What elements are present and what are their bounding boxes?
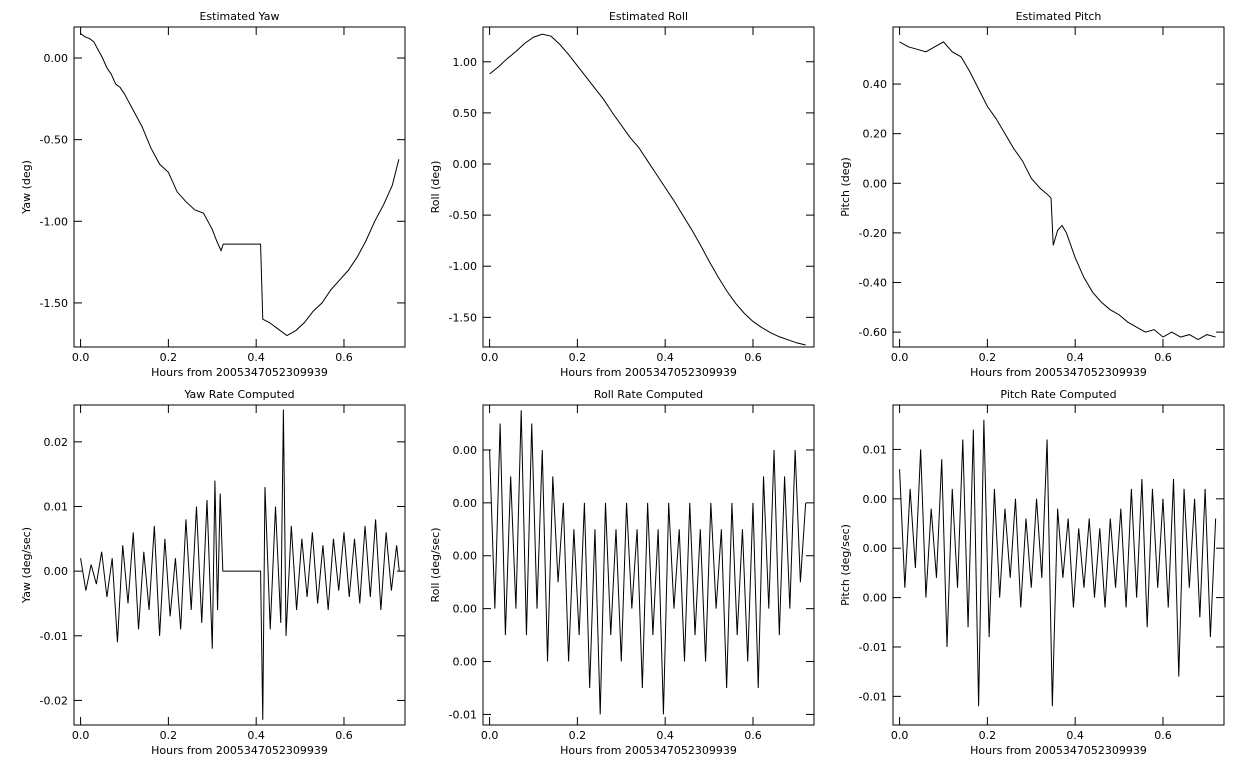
y-tick-label: -0.50 (40, 134, 68, 147)
x-tick-label: 0.4 (1066, 351, 1084, 364)
panel-title: Estimated Roll (609, 10, 688, 23)
x-axis-label: Hours from 2005347052309939 (970, 366, 1147, 379)
y-axis-label: Pitch (deg) (839, 157, 852, 217)
x-tick-label: 0.2 (569, 729, 587, 742)
y-tick-label: 0.40 (863, 78, 888, 91)
x-tick-label: 0.6 (744, 729, 762, 742)
panel: Estimated Roll Hours from 200534705230993… (429, 10, 815, 379)
x-tick-label: 0.6 (1154, 351, 1172, 364)
x-axis-label: Hours from 2005347052309939 (151, 366, 328, 379)
y-tick-label: -0.20 (859, 227, 887, 240)
x-tick-label: 0.2 (569, 351, 587, 364)
y-tick-label: 0.00 (863, 542, 888, 555)
y-tick-label: -0.01 (40, 630, 68, 643)
panel-title: Estimated Pitch (1016, 10, 1102, 23)
y-tick-label: 0.00 (863, 493, 888, 506)
x-tick-label: 0.4 (247, 351, 265, 364)
y-tick-label: -1.50 (40, 297, 68, 310)
x-tick-label: 0.2 (979, 729, 997, 742)
y-axis-label: Roll (deg) (429, 161, 442, 214)
x-tick-label: 0.6 (1154, 729, 1172, 742)
y-tick-label: -0.01 (859, 690, 887, 703)
y-tick-label: -1.50 (449, 311, 477, 324)
x-axis-label: Hours from 2005347052309939 (560, 744, 737, 757)
x-tick-label: 0.4 (656, 351, 674, 364)
y-tick-label: 0.00 (453, 444, 478, 457)
y-tick-label: 1.00 (453, 56, 478, 69)
x-axis-label: Hours from 2005347052309939 (560, 366, 737, 379)
panel-title: Yaw Rate Computed (183, 388, 294, 401)
y-tick-label: 0.00 (453, 603, 478, 616)
y-tick-label: -0.02 (40, 694, 68, 707)
data-line (80, 33, 400, 337)
panel: Estimated Pitch Hours from 20053470523099… (839, 10, 1225, 379)
data-line (899, 419, 1217, 707)
x-tick-label: 0.4 (1066, 729, 1084, 742)
x-tick-label: 0.2 (979, 351, 997, 364)
x-tick-label: 0.4 (247, 729, 265, 742)
y-axis-label: Yaw (deg) (20, 160, 33, 215)
x-tick-label: 0.6 (335, 729, 353, 742)
y-tick-label: 0.00 (863, 177, 888, 190)
x-tick-label: 0.0 (481, 729, 499, 742)
y-axis-label: Roll (deg/sec) (429, 527, 442, 602)
plot-frame (73, 404, 406, 726)
y-tick-label: 0.00 (453, 550, 478, 563)
x-axis-label: Hours from 2005347052309939 (151, 744, 328, 757)
y-tick-label: 0.00 (453, 158, 478, 171)
x-tick-label: 0.6 (335, 351, 353, 364)
x-tick-label: 0.2 (160, 351, 178, 364)
y-tick-label: 0.00 (44, 52, 69, 65)
y-tick-label: -0.50 (449, 209, 477, 222)
y-tick-label: 0.02 (44, 436, 69, 449)
y-tick-label: -0.40 (859, 277, 887, 290)
x-tick-label: 0.0 (481, 351, 499, 364)
y-axis-label: Pitch (deg/sec) (839, 524, 852, 606)
x-axis-label: Hours from 2005347052309939 (970, 744, 1147, 757)
panel: Estimated Yaw Hours from 2005347052309939… (20, 10, 406, 379)
plot-frame (73, 26, 406, 348)
panel-title: Estimated Yaw (199, 10, 279, 23)
plot-frame (892, 404, 1225, 726)
y-tick-label: -0.60 (859, 326, 887, 339)
x-tick-label: 0.2 (160, 729, 178, 742)
y-tick-label: 0.00 (453, 497, 478, 510)
y-tick-label: -1.00 (40, 215, 68, 228)
y-tick-label: 0.00 (863, 592, 888, 605)
data-line (489, 33, 806, 346)
panel: Yaw Rate Computed Hours from 200534705230… (20, 388, 406, 757)
x-tick-label: 0.4 (656, 729, 674, 742)
x-tick-label: 0.0 (72, 729, 90, 742)
x-tick-label: 0.0 (891, 351, 909, 364)
panel: Roll Rate Computed Hours from 20053470523… (429, 388, 815, 757)
data-line (899, 41, 1216, 341)
x-tick-label: 0.0 (891, 729, 909, 742)
plot-frame (482, 26, 815, 348)
plot-frame (892, 26, 1225, 348)
data-line (80, 409, 400, 720)
y-tick-label: 0.00 (44, 565, 69, 578)
panel: Pitch Rate Computed Hours from 2005347052… (839, 388, 1225, 757)
y-tick-label: -0.01 (859, 641, 887, 654)
y-tick-label: -1.00 (449, 260, 477, 273)
y-tick-label: 0.50 (453, 107, 478, 120)
plot-frame (482, 404, 815, 726)
y-axis-label: Yaw (deg/sec) (20, 527, 33, 604)
x-tick-label: 0.0 (72, 351, 90, 364)
y-tick-label: 0.00 (453, 656, 478, 669)
y-tick-label: 0.01 (863, 443, 888, 456)
y-tick-label: -0.01 (449, 708, 477, 721)
panel-title: Pitch Rate Computed (1000, 388, 1116, 401)
x-tick-label: 0.6 (744, 351, 762, 364)
panel-title: Roll Rate Computed (594, 388, 703, 401)
y-tick-label: 0.20 (863, 128, 888, 141)
y-tick-label: 0.01 (44, 500, 69, 513)
data-line (489, 410, 807, 715)
